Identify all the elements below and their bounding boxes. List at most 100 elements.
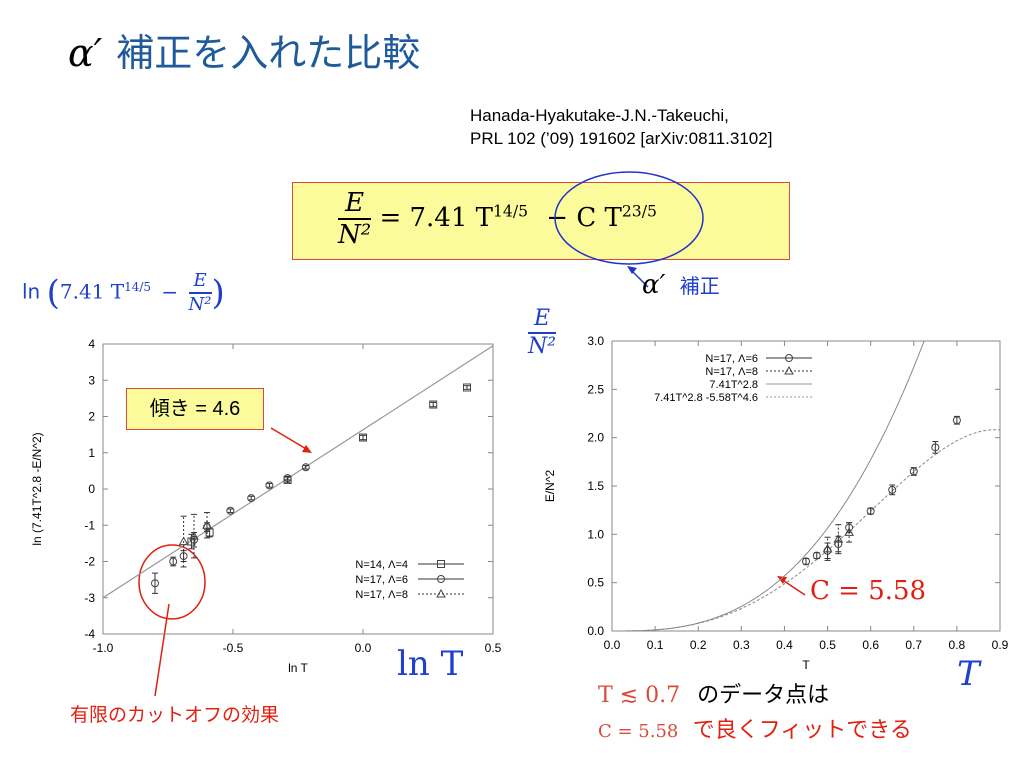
- title-text: 補正を入れた比較: [116, 31, 421, 75]
- x-tick-label: -1.0: [93, 641, 114, 655]
- x-tick-label: 0.8: [949, 638, 966, 652]
- x-axis-label: T: [802, 658, 810, 672]
- data-point-triangle: [844, 527, 854, 536]
- legend-label: N=17, Λ=8: [355, 589, 408, 601]
- equation-fraction: E N²: [338, 188, 372, 250]
- fit-note-text1: のデータ点は: [697, 682, 830, 707]
- y-tick-label: 3: [88, 373, 95, 387]
- C-annotation: C = 5.58: [810, 576, 927, 606]
- right-formula-fraction: E N²: [528, 306, 557, 360]
- y-tick-label: 2: [88, 410, 95, 424]
- fit-note-math2: C = 5.58: [598, 721, 679, 742]
- x-tick-label: 0.3: [733, 638, 750, 652]
- y-tick-label: 0.0: [587, 624, 604, 638]
- citation-line2: PRL 102 (’09) 191602 [arXiv:0811.3102]: [470, 129, 773, 148]
- data-point-triangle: [178, 536, 189, 546]
- x-tick-label: 0.1: [647, 638, 664, 652]
- data-point-circle: [226, 506, 235, 515]
- formula-num: E: [188, 270, 212, 294]
- cutoff-note: 有限のカットオフの効果: [70, 705, 280, 726]
- formula-inner: 7.41 T: [59, 279, 125, 304]
- x-axis-label: ln T: [288, 661, 308, 675]
- fit-note-text2: で良くフィットできる: [692, 717, 912, 742]
- legend-label: N=17, Λ=8: [705, 366, 758, 378]
- curve-7.41T2.8: [612, 341, 925, 631]
- formula-den: N²: [188, 294, 212, 315]
- data-point-circle: [888, 485, 897, 494]
- x-tick-label: 0.0: [355, 641, 372, 655]
- T-label: T: [957, 654, 980, 694]
- curve-corrected: [612, 429, 1000, 631]
- y-tick-label: 3.0: [587, 334, 604, 348]
- data-point-triangle: [189, 531, 199, 540]
- slope-arrowhead: [302, 445, 312, 453]
- legend-label: 7.41T^2.8: [709, 379, 758, 391]
- data-point-triangle: [822, 543, 833, 553]
- data-point-circle: [151, 579, 159, 588]
- fit-note-math1: T ≲ 0.7: [598, 683, 681, 708]
- legend-label: N=14, Λ=4: [355, 559, 408, 571]
- right-formula-den: N²: [528, 334, 557, 359]
- x-tick-label: 0.4: [776, 638, 793, 652]
- fit-line: [103, 345, 493, 599]
- y-tick-label: 1.0: [587, 527, 604, 541]
- ln-T-label: ln T: [397, 644, 464, 684]
- legend-marker-square: [437, 560, 445, 568]
- equation-rhs: = 7.41 T: [379, 203, 493, 233]
- y-tick-label: 0.5: [587, 576, 604, 590]
- legend-marker-triangle: [784, 365, 794, 375]
- equation-exponent2: 23/5: [621, 202, 657, 221]
- equation-denominator: N²: [338, 220, 372, 250]
- data-point-circle: [931, 443, 940, 452]
- data-point-circle: [301, 463, 310, 472]
- correction-text: 補正: [679, 274, 720, 298]
- data-point-square: [429, 400, 438, 409]
- x-tick-label: 0.7: [905, 638, 922, 652]
- data-point-circle: [812, 551, 821, 560]
- C-arrow: [780, 578, 806, 596]
- y-tick-label: 4: [88, 337, 95, 351]
- data-point-circle: [802, 557, 810, 566]
- citation: Hanada-Hyakutake-J.N.-Takeuchi, PRL 102 …: [470, 104, 772, 150]
- y-tick-label: 2.0: [587, 431, 604, 445]
- x-tick-label: 0.2: [690, 638, 707, 652]
- correction-arrowhead: [627, 266, 637, 274]
- equation-correction-term: − C T: [546, 203, 622, 233]
- x-tick-label: -0.5: [223, 641, 244, 655]
- data-point-square: [359, 433, 367, 442]
- legend-marker-circle: [437, 575, 445, 583]
- x-tick-label: 0.0: [604, 638, 621, 652]
- correction-arrow: [630, 269, 649, 288]
- data-point-square: [463, 383, 471, 392]
- data-point-circle: [866, 507, 875, 516]
- data-point-circle: [179, 552, 188, 561]
- equation-numerator: E: [338, 188, 372, 220]
- data-point-square: [187, 537, 196, 546]
- slope-box: 傾き = 4.6: [126, 388, 264, 430]
- correction-ellipse: [554, 171, 704, 265]
- data-point-circle: [909, 467, 918, 476]
- x-tick-label: 0.5: [819, 638, 836, 652]
- left-ylabel-formula: ln (7.41 T14/5 − E N² ): [22, 270, 225, 315]
- y-tick-label: 0: [88, 482, 95, 496]
- legend-marker-circle: [785, 354, 793, 362]
- right-ylabel-formula: E N²: [528, 306, 557, 360]
- data-point-circle: [169, 557, 178, 566]
- citation-line1: Hanada-Hyakutake-J.N.-Takeuchi,: [470, 106, 729, 125]
- y-tick-label: 1: [88, 446, 95, 460]
- cutoff-pointer: [154, 603, 170, 697]
- right-formula-num: E: [528, 306, 557, 334]
- equation-box: [292, 182, 790, 260]
- data-point-circle: [247, 494, 256, 503]
- slope-arrow: [270, 427, 309, 451]
- x-tick-label: 0.6: [862, 638, 879, 652]
- correction-label: α′ 補正: [642, 270, 720, 300]
- y-tick-label: -2: [84, 555, 95, 569]
- y-tick-label: -1: [84, 518, 95, 532]
- x-tick-label: 0.5: [485, 641, 502, 655]
- C-arrowhead: [777, 576, 787, 584]
- data-point-circle: [952, 416, 961, 425]
- data-point-circle: [283, 474, 292, 483]
- data-point-circle: [265, 481, 274, 490]
- legend-label: 7.41T^2.8 -5.58T^4.6: [654, 392, 758, 404]
